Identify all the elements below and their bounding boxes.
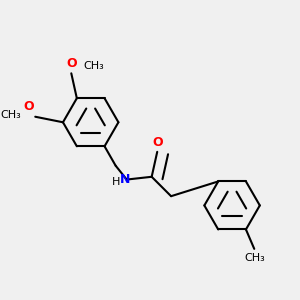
Text: N: N — [120, 173, 130, 186]
Text: O: O — [152, 136, 163, 148]
Text: O: O — [66, 57, 76, 70]
Text: O: O — [23, 100, 34, 112]
Text: H: H — [111, 177, 120, 187]
Text: CH₃: CH₃ — [1, 110, 21, 120]
Text: CH₃: CH₃ — [84, 61, 104, 71]
Text: CH₃: CH₃ — [244, 253, 265, 263]
